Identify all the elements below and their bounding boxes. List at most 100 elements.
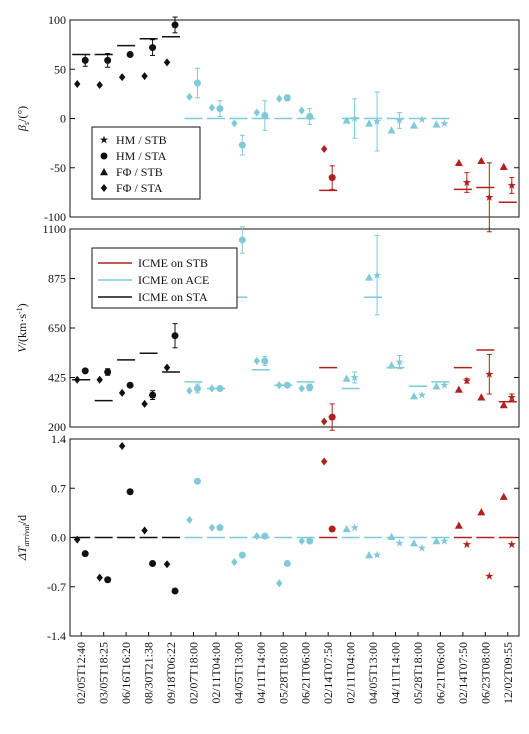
y-label-rest: /(°) [15, 106, 29, 122]
marker-circle [193, 477, 201, 485]
legend-box [91, 247, 238, 309]
y-tick-label: 425 [48, 371, 66, 385]
marker-diamond [96, 81, 103, 90]
marker-triangle [342, 525, 351, 533]
legend-label: ICME on STB [138, 256, 208, 270]
plot-frame [69, 438, 520, 637]
x-tick-label: 09/18T06:22 [164, 642, 178, 704]
x-tick-label: 05/28T18:00 [411, 642, 425, 704]
marker-star [417, 115, 427, 124]
marker-circle [328, 413, 336, 421]
marker-circle [81, 550, 89, 558]
marker-diamond [320, 457, 328, 466]
marker-circle [149, 391, 157, 399]
y-label-sub: s [22, 122, 31, 125]
marker-circle [216, 385, 224, 392]
marker-circle [306, 113, 314, 121]
marker-diamond [320, 145, 328, 154]
x-tick-label: 04/11T14:00 [254, 642, 268, 704]
marker-circle [126, 488, 134, 496]
marker-diamond [186, 515, 193, 524]
marker-star [372, 550, 382, 559]
marker-circle [238, 141, 246, 149]
y-tick-label: 875 [48, 272, 66, 286]
marker-diamond [163, 560, 171, 569]
marker-diamond [253, 108, 261, 117]
marker-star [372, 270, 382, 279]
y-tick-label: 200 [48, 420, 66, 434]
marker-triangle [454, 385, 463, 393]
marker-circle [238, 551, 246, 559]
marker-triangle [342, 116, 351, 124]
x-tick-label: 04/11T14:00 [389, 642, 403, 704]
y-axis-label: V/(km·s-1) [15, 303, 29, 352]
marker-diamond [276, 579, 283, 588]
legend-label: ICME on ACE [138, 273, 209, 287]
marker-diamond [298, 537, 305, 546]
marker-circle [126, 50, 134, 58]
marker-diamond [231, 558, 238, 567]
y-label-end: ) [15, 303, 29, 307]
marker-diamond [100, 184, 108, 192]
x-tick-label: 04/05T13:00 [366, 642, 380, 704]
marker-circle [193, 385, 201, 392]
legend-label: HM / STB [116, 133, 167, 147]
marker-star [350, 114, 359, 123]
y-axis-label: ΔTarrival/d [15, 515, 31, 561]
marker-circle [149, 44, 157, 52]
marker-triangle [100, 168, 108, 176]
y-tick-label: -100 [44, 210, 66, 224]
marker-diamond [186, 92, 193, 101]
marker-diamond [141, 526, 148, 535]
marker-star [395, 116, 404, 125]
marker-circle [104, 56, 112, 64]
marker-circle [306, 383, 314, 391]
marker-star [440, 380, 449, 389]
marker-diamond [163, 363, 171, 372]
marker-triangle [454, 521, 463, 529]
marker-diamond [276, 94, 283, 103]
marker-star [507, 540, 516, 549]
marker-circle [81, 367, 89, 375]
x-tick-label: 06/16T16:20 [119, 642, 133, 704]
marker-star [440, 536, 449, 545]
y-axis-label: βs/(°) [15, 106, 31, 132]
marker-star [485, 571, 494, 580]
y-label-main: V [15, 344, 29, 353]
marker-star [485, 369, 494, 378]
y-label-rest: /d [15, 515, 29, 524]
marker-diamond [320, 417, 328, 426]
marker-star [417, 390, 427, 399]
x-tick-label: 02/07T18:00 [186, 642, 200, 704]
marker-triangle [342, 374, 351, 382]
x-tick-label: 02/11T04:00 [209, 642, 223, 704]
marker-triangle [499, 162, 508, 170]
marker-diamond [208, 384, 216, 393]
marker-diamond [118, 388, 126, 397]
y-label-main: ΔT [15, 545, 29, 561]
marker-diamond [298, 384, 305, 393]
marker-diamond [208, 523, 216, 532]
y-label-rest: /(km·s [15, 314, 29, 346]
marker-triangle [387, 361, 396, 369]
marker-triangle [387, 126, 396, 134]
x-tick-label: 03/05T18:25 [97, 642, 111, 704]
marker-triangle [432, 537, 441, 545]
marker-diamond [74, 80, 81, 89]
y-tick-label: 0.0 [51, 531, 66, 545]
marker-star [350, 523, 359, 532]
marker-star [462, 376, 472, 385]
marker-star [507, 392, 516, 401]
marker-diamond [298, 106, 305, 115]
marker-triangle [432, 120, 441, 128]
marker-triangle [365, 551, 374, 559]
marker-triangle [477, 393, 486, 401]
marker-circle [171, 21, 179, 29]
x-tick-label: 05/28T18:00 [276, 642, 290, 704]
marker-diamond [141, 399, 148, 408]
marker-circle [81, 56, 89, 64]
marker-diamond [74, 535, 81, 544]
legend-label: FΦ / STB [116, 165, 163, 179]
marker-triangle [454, 158, 463, 167]
